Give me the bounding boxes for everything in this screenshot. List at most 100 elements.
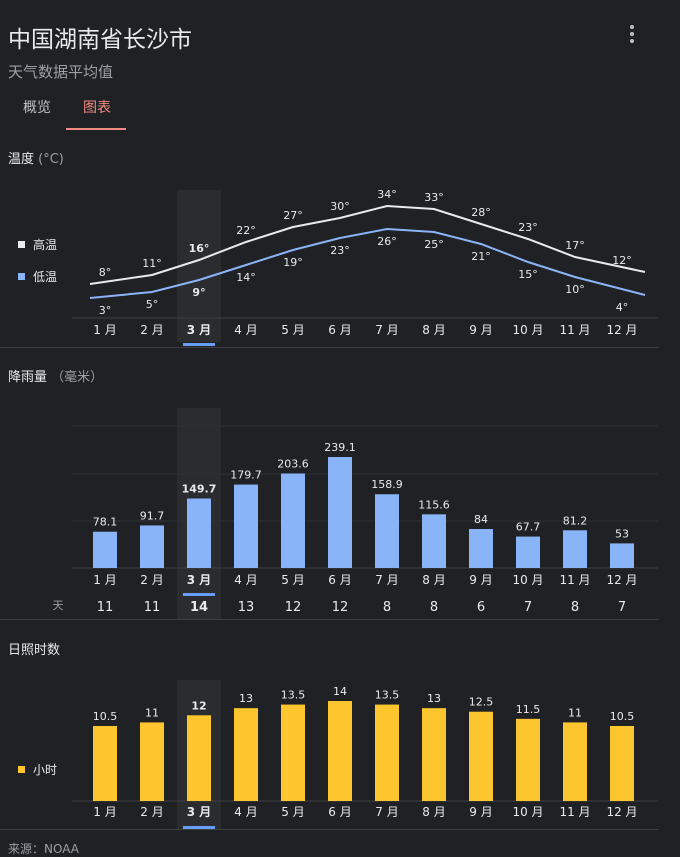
month-tick-label: 4 月 xyxy=(234,805,257,819)
active-tab-indicator xyxy=(66,128,126,130)
legend-high: 高温 xyxy=(18,236,57,253)
month-tick-label: 2 月 xyxy=(140,323,163,337)
month-tick-label: 11 月 xyxy=(559,573,590,587)
section-divider xyxy=(0,347,659,348)
precip-bar xyxy=(516,536,540,568)
sunshine-value-label: 12 xyxy=(191,699,206,712)
sunshine-bar xyxy=(469,711,493,801)
high-temp-label: 34° xyxy=(377,188,397,201)
sunshine-value-label: 11.5 xyxy=(516,703,541,716)
month-tick-label: 7 月 xyxy=(375,805,398,819)
month-tick-label: 4 月 xyxy=(234,573,257,587)
month-tick-label: 12 月 xyxy=(606,805,637,819)
month-tick-label: 10 月 xyxy=(512,573,543,587)
section-divider xyxy=(0,619,659,620)
sunshine-bar xyxy=(328,701,352,801)
high-temp-label: 30° xyxy=(330,200,350,213)
high-temp-label: 16° xyxy=(189,242,210,255)
month-tick-label: 1 月 xyxy=(93,323,116,337)
month-tick-label: 6 月 xyxy=(328,573,351,587)
high-temp-label: 33° xyxy=(424,191,444,204)
sunshine-section-title: 日照时数 xyxy=(8,639,60,658)
month-tick-label: 11 月 xyxy=(559,323,590,337)
legend-hours-swatch xyxy=(18,766,25,773)
month-tick-label: 8 月 xyxy=(422,573,445,587)
sunshine-bar xyxy=(563,722,587,801)
rain-days-value: 8 xyxy=(383,600,391,615)
high-temp-label: 27° xyxy=(283,209,303,222)
selected-month-indicator xyxy=(183,826,215,829)
legend-hours-label: 小时 xyxy=(33,763,58,777)
tab-charts[interactable]: 图表 xyxy=(83,100,111,116)
high-temp-label: 23° xyxy=(518,221,538,234)
selected-month-indicator xyxy=(183,343,215,346)
legend-low: 低温 xyxy=(18,268,57,285)
rain-days-value: 7 xyxy=(524,600,532,615)
month-tick-label: 4 月 xyxy=(234,323,257,337)
month-tick-label: 8 月 xyxy=(422,323,445,337)
low-temp-label: 5° xyxy=(146,298,159,311)
low-temp-label: 4° xyxy=(616,301,629,314)
rain-days-value: 8 xyxy=(571,600,579,615)
sunshine-bar xyxy=(187,715,211,801)
month-tick-label: 6 月 xyxy=(328,323,351,337)
precip-value-label: 81.2 xyxy=(563,514,588,527)
series-line-low xyxy=(89,227,646,299)
temperature-chart[interactable]: 8° 11° 16° 22° 27° 30° 34° 33° 28° 23° 17° 12° 3° 5° 9… xyxy=(0,0,680,360)
tab-overview[interactable]: 概览 xyxy=(23,100,51,116)
precip-value-label: 91.7 xyxy=(140,509,165,522)
month-tick-label: 9 月 xyxy=(469,323,492,337)
month-tick-label: 3 月 xyxy=(187,323,212,337)
rain-days-value: 13 xyxy=(238,600,255,615)
precip-bar xyxy=(328,457,352,568)
month-tick-label: 9 月 xyxy=(469,805,492,819)
precip-value-label: 179.7 xyxy=(230,469,262,482)
month-tick-label: 8 月 xyxy=(422,805,445,819)
month-tick-label: 3 月 xyxy=(187,573,212,587)
sunshine-value-label: 11 xyxy=(145,706,159,719)
sunshine-value-label: 13.5 xyxy=(281,689,306,702)
rain-days-value: 8 xyxy=(430,600,438,615)
high-temp-label: 17° xyxy=(565,239,585,252)
precipitation-chart[interactable]: 78.1 91.7149.7179.7203.6239.1158.9115.684… xyxy=(0,0,680,630)
high-temp-label: 8° xyxy=(99,266,112,279)
rain-days-value: 6 xyxy=(477,600,485,615)
low-temp-label: 9° xyxy=(192,286,205,299)
sunshine-bar xyxy=(281,704,305,801)
legend-low-swatch xyxy=(18,273,25,280)
temperature-section-title: 温度 (°C) xyxy=(8,148,64,167)
sunshine-value-label: 14 xyxy=(333,685,347,698)
legend-low-label: 低温 xyxy=(33,270,58,284)
precip-value-label: 53 xyxy=(615,527,629,540)
sunshine-bar xyxy=(375,704,399,801)
month-tick-label: 5 月 xyxy=(281,573,304,587)
legend-high-label: 高温 xyxy=(33,238,58,252)
precip-bar xyxy=(281,473,305,568)
precip-bar xyxy=(234,484,258,568)
precip-value-label: 84 xyxy=(474,513,488,526)
precip-value-label: 203.6 xyxy=(277,457,309,470)
sunshine-bar xyxy=(610,726,634,801)
precip-unit: （毫米） xyxy=(51,370,104,385)
high-temp-label: 28° xyxy=(471,206,491,219)
sunshine-bar xyxy=(516,718,540,801)
month-tick-label: 1 月 xyxy=(93,805,116,819)
precip-value-label: 158.9 xyxy=(371,478,403,491)
more-vert-icon[interactable] xyxy=(620,22,644,46)
month-tick-label: 10 月 xyxy=(512,805,543,819)
precip-bar xyxy=(93,531,117,568)
high-temp-label: 11° xyxy=(142,257,162,270)
low-temp-label: 25° xyxy=(424,238,444,251)
month-tick-label: 7 月 xyxy=(375,573,398,587)
sunshine-bar xyxy=(422,708,446,801)
low-temp-label: 26° xyxy=(377,235,397,248)
precip-bar xyxy=(563,530,587,568)
selected-month-indicator xyxy=(183,593,215,596)
precip-bar xyxy=(610,543,634,568)
precip-bar xyxy=(375,494,399,568)
low-temp-label: 10° xyxy=(565,283,585,296)
days-label: 天 xyxy=(53,599,64,612)
sunshine-bar xyxy=(93,726,117,801)
page-title: 中国湖南省长沙市 xyxy=(8,27,192,53)
